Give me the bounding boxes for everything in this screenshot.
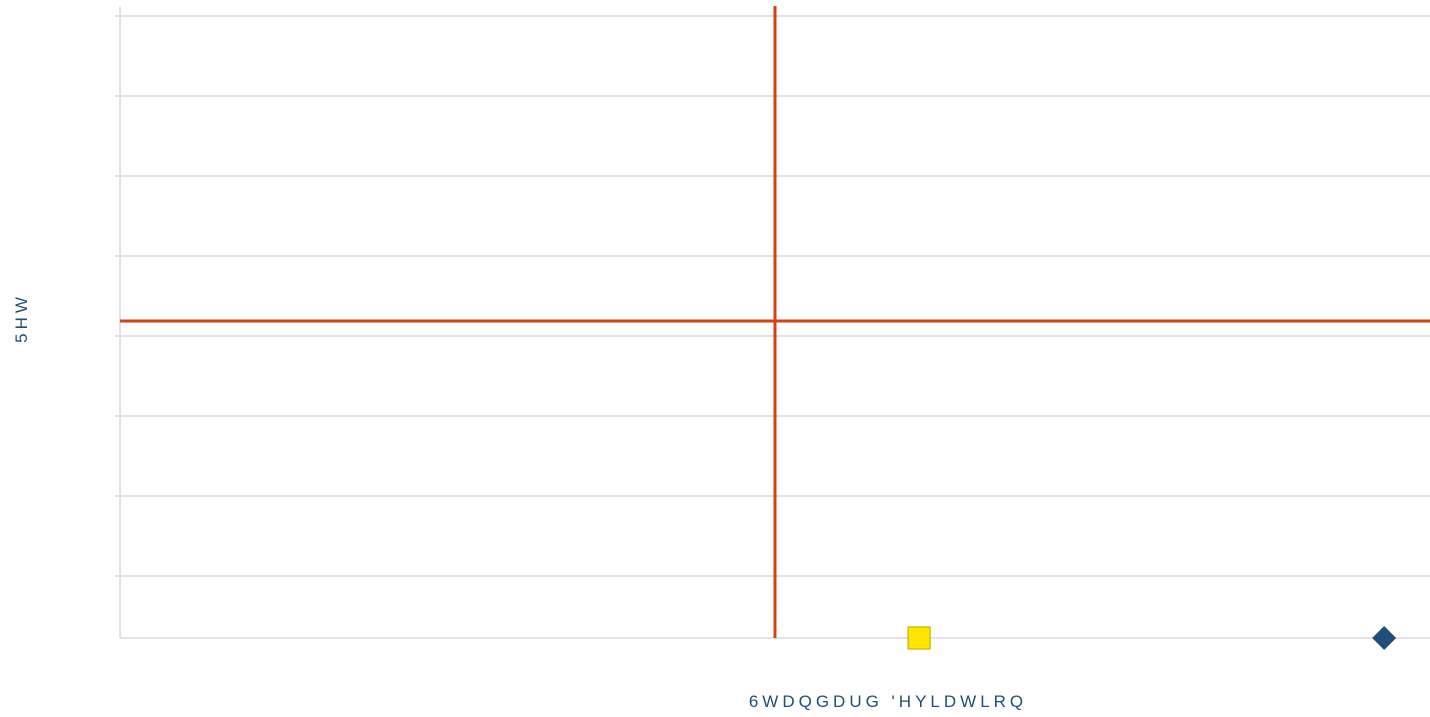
x-axis-label: 6WDQGDUG 'HYLDWLRQ [748,692,1028,711]
y-axis-label: 5HW [12,293,31,343]
diamond-marker-point [1372,626,1397,650]
square-marker-point [907,626,931,650]
reference-lines [120,6,1430,638]
gridlines [115,15,1430,577]
data-points [907,626,1397,650]
